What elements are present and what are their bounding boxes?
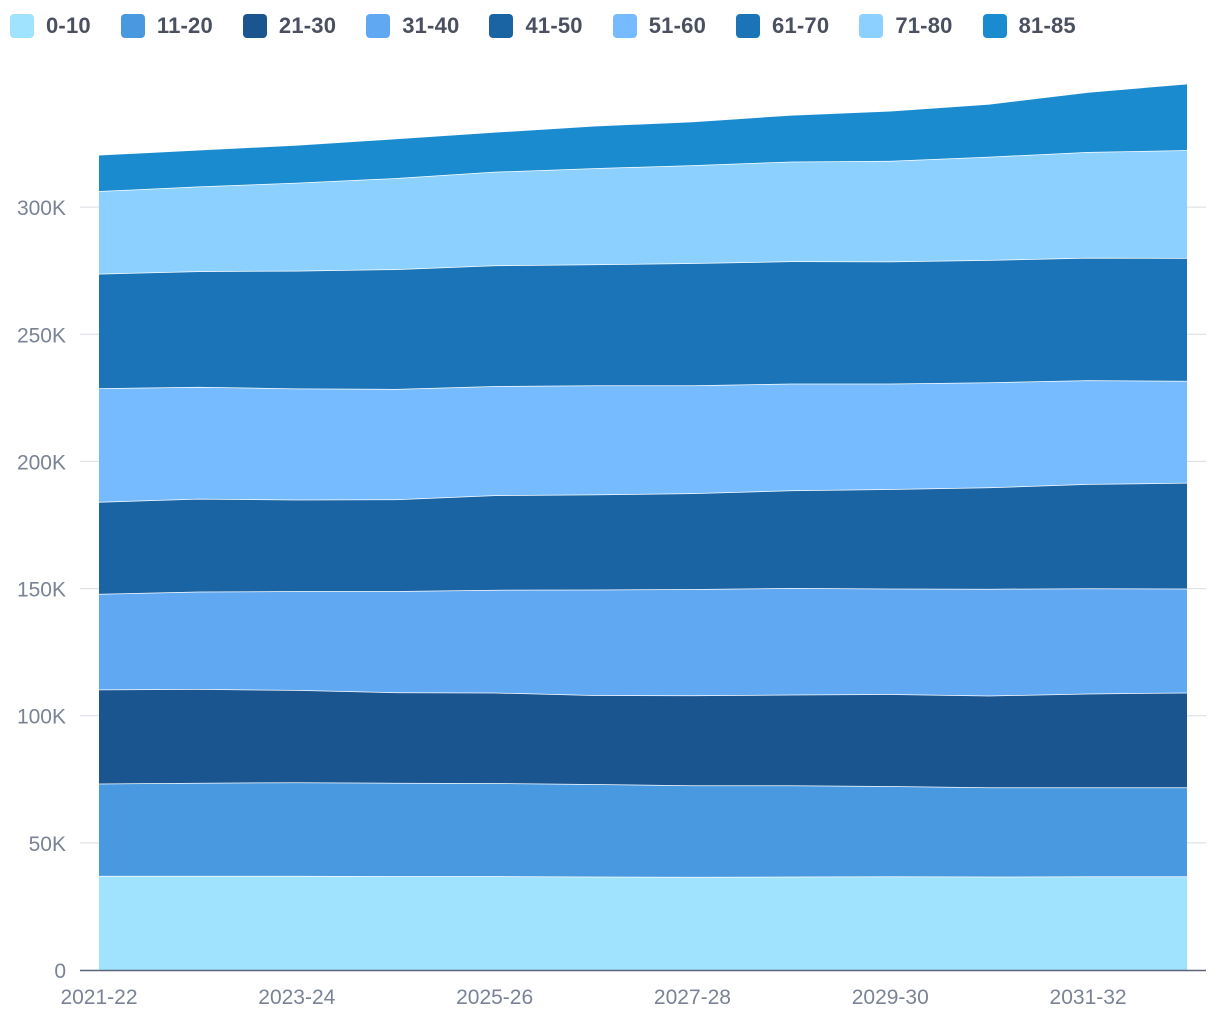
- legend-item-41-50[interactable]: 41-50: [489, 12, 583, 40]
- area-layer: [98, 84, 1188, 970]
- legend-swatch: [10, 14, 34, 38]
- legend-item-81-85[interactable]: 81-85: [982, 12, 1076, 40]
- legend-item-0-10[interactable]: 0-10: [10, 12, 91, 40]
- legend-swatch: [120, 14, 145, 38]
- x-tick-label: 2025-26: [456, 986, 533, 1009]
- legend-swatch: [242, 14, 267, 38]
- x-tick-label: 2027-28: [654, 986, 731, 1009]
- area-series-71-80[interactable]: [99, 150, 1187, 274]
- legend-label: 21-30: [278, 13, 337, 38]
- axes: 0 50K 100K 150K 200K 250K 300K 2021-22 2023-24 20…: [17, 197, 1206, 1009]
- y-tick-label: 100K: [17, 706, 66, 729]
- legend-label: 11-20: [156, 13, 213, 38]
- legend-label: 51-60: [648, 13, 707, 38]
- area-series-51-60[interactable]: [99, 380, 1187, 502]
- x-tick-label: 2029-30: [852, 986, 929, 1009]
- legend-label: 81-85: [1018, 13, 1076, 38]
- legend-swatch: [612, 14, 637, 38]
- y-tick-label: 300K: [17, 197, 66, 220]
- area-series-21-30[interactable]: [99, 689, 1187, 788]
- area-series-0-10[interactable]: [99, 875, 1187, 970]
- legend-item-61-70[interactable]: 61-70: [736, 12, 829, 40]
- area-series-11-20[interactable]: [99, 782, 1187, 877]
- legend-swatch: [736, 14, 761, 38]
- legend-label: 0-10: [46, 13, 91, 38]
- legend-swatch: [982, 14, 1007, 38]
- legend-label: 31-40: [402, 13, 460, 38]
- legend: 0-10 11-20 21-30 31-40 41-50 51-60 61-70 71-80 8…: [10, 12, 1106, 40]
- legend-label: 61-70: [772, 13, 830, 38]
- legend-item-71-80[interactable]: 71-80: [859, 12, 952, 40]
- legend-label: 71-80: [895, 13, 953, 38]
- legend-item-11-20[interactable]: 11-20: [120, 12, 213, 40]
- area-series-81-85[interactable]: [99, 84, 1187, 192]
- area-series-61-70[interactable]: [99, 257, 1187, 389]
- y-tick-label: 50K: [29, 833, 66, 856]
- y-tick-label: 0: [54, 960, 66, 983]
- legend-swatch: [366, 14, 391, 38]
- legend-swatch: [859, 14, 884, 38]
- legend-item-31-40[interactable]: 31-40: [366, 12, 459, 40]
- legend-item-21-30[interactable]: 21-30: [242, 12, 337, 40]
- y-tick-label: 200K: [17, 451, 66, 474]
- y-tick-label: 150K: [17, 579, 66, 602]
- y-tick-label: 250K: [17, 324, 66, 347]
- x-tick-label: 2023-24: [258, 986, 335, 1009]
- legend-swatch: [489, 14, 514, 38]
- legend-item-51-60[interactable]: 51-60: [612, 12, 707, 40]
- legend-label: 41-50: [525, 13, 583, 38]
- area-series-41-50[interactable]: [99, 482, 1187, 594]
- area-series-31-40[interactable]: [99, 588, 1187, 696]
- x-tick-label: 2031-32: [1050, 986, 1127, 1009]
- x-tick-label: 2021-22: [60, 986, 137, 1009]
